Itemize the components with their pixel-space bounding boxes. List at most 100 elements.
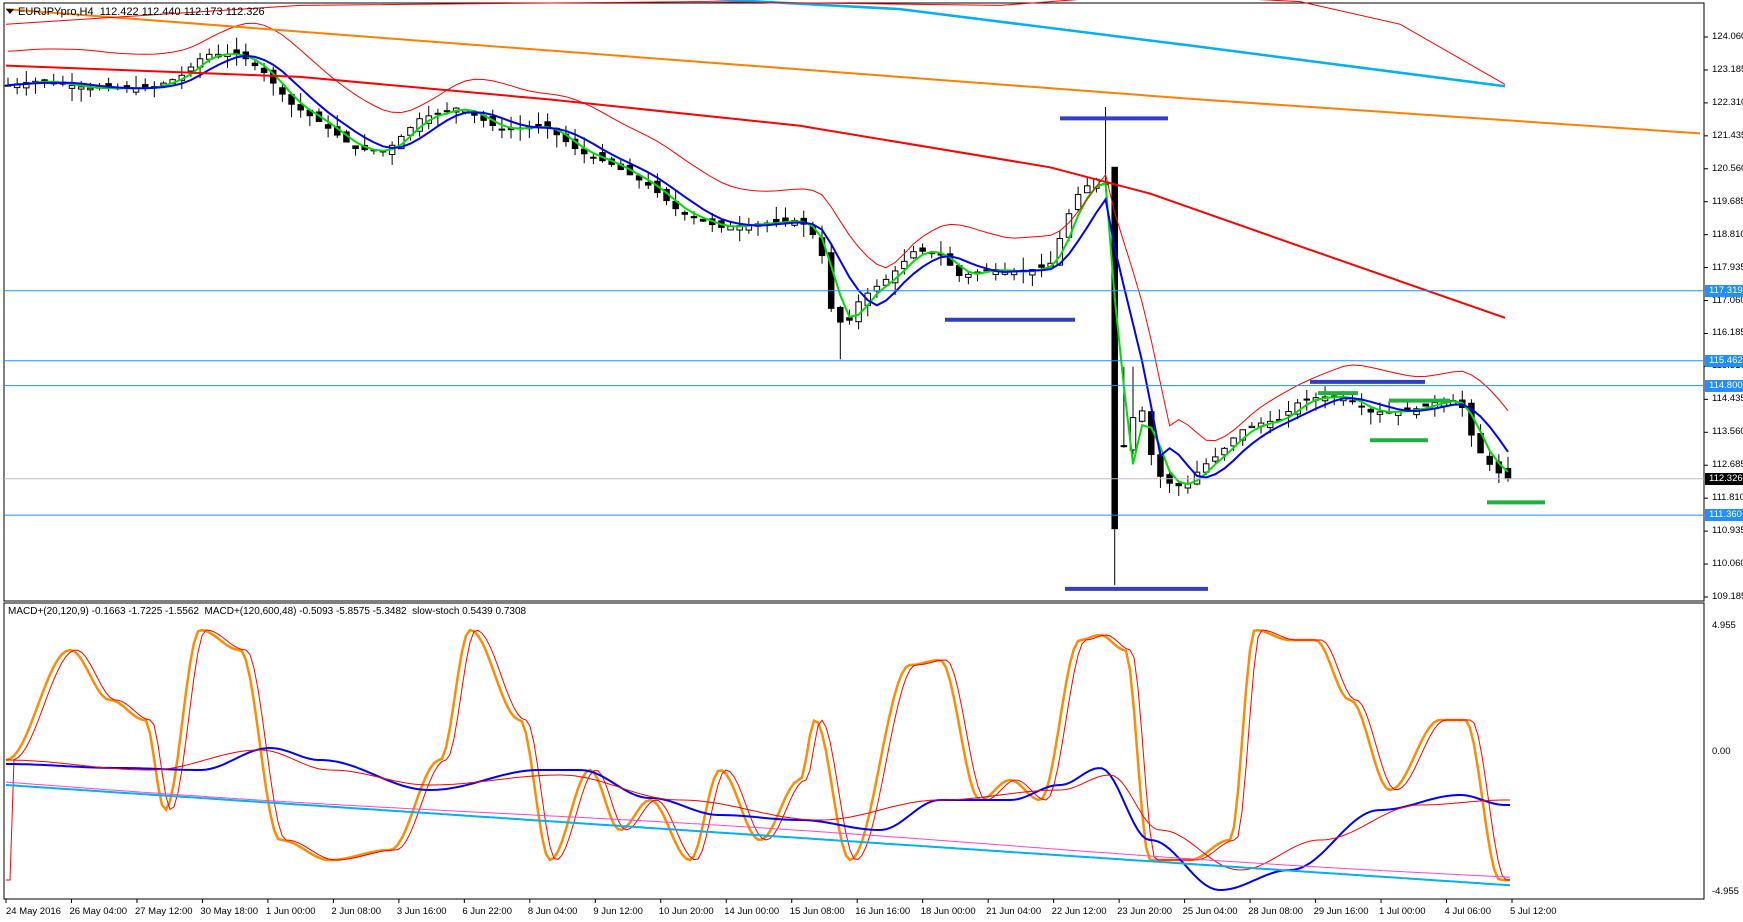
ma-blue-line <box>7 54 1509 479</box>
price-tick-label: 124.060 <box>1712 31 1743 42</box>
candle-body <box>1212 456 1219 462</box>
time-label: 28 Jun 08:00 <box>1248 906 1304 917</box>
price-tick-label: 119.685 <box>1712 195 1743 207</box>
candle-body <box>1175 483 1182 487</box>
candle-body <box>1367 408 1375 413</box>
candle-body <box>324 124 332 129</box>
candle-body <box>782 217 789 222</box>
time-label: 27 May 12:00 <box>134 906 193 917</box>
price-tick-label: 122.310 <box>1712 96 1743 108</box>
price-tick-label: 110.060 <box>1712 558 1743 570</box>
price-tick-label: 118.810 <box>1712 228 1743 240</box>
candle-body <box>773 218 780 223</box>
candle-body <box>681 212 689 215</box>
time-label: 6 Jun 22:00 <box>462 906 512 917</box>
price-marker-label: 112.326 <box>1705 472 1743 485</box>
candle-body <box>1138 410 1146 422</box>
indicator-info: MACD+(20,120,9) -0.1663 -1.7225 -1.5562 … <box>8 606 527 617</box>
time-label: 14 Jun 00:00 <box>724 906 780 917</box>
time-label: 21 Jun 04:00 <box>986 906 1042 917</box>
price-marker-label: 114.800 <box>1705 379 1743 392</box>
time-label: 23 Jun 20:00 <box>1117 906 1173 917</box>
dropdown-arrow-icon[interactable] <box>6 9 14 14</box>
candle-body <box>1111 166 1118 530</box>
indicator-tick-label: 4.955 <box>1712 620 1736 631</box>
candle-body <box>260 67 268 73</box>
ma-red-line <box>5 64 1506 319</box>
candle-body <box>1120 445 1128 448</box>
price-tick-label: 110.935 <box>1712 525 1743 537</box>
time-label: 3 Jun 16:00 <box>396 906 447 917</box>
candle-body <box>1038 264 1045 268</box>
candle-body <box>590 156 597 159</box>
price-tick-label: 116.185 <box>1712 327 1743 339</box>
candle-body <box>873 285 881 292</box>
ma-green-line <box>7 53 1509 486</box>
macd-fast-line <box>6 746 1510 892</box>
candle-body <box>1221 447 1228 456</box>
time-label: 26 May 04:00 <box>69 906 128 917</box>
candle-body <box>1074 193 1082 210</box>
candle-body <box>535 123 542 127</box>
price-tick-label: 121.435 <box>1712 129 1743 141</box>
price-tick-label: 112.685 <box>1712 459 1743 471</box>
price-tick-label: 111.810 <box>1712 492 1743 504</box>
candle-body <box>279 87 286 95</box>
candle-body <box>1029 269 1036 276</box>
candle-body <box>901 260 908 270</box>
candle-body <box>827 252 835 309</box>
time-label: 1 Jun 00:00 <box>265 906 316 917</box>
candle-body <box>1486 455 1493 465</box>
candle-body <box>846 317 853 321</box>
candle-body <box>1422 403 1429 407</box>
time-label: 2 Jun 08:00 <box>331 906 382 917</box>
candle-body <box>187 66 195 72</box>
time-label: 22 Jun 12:00 <box>1051 906 1107 917</box>
candle-body <box>910 251 917 259</box>
macd-slow-signal-line <box>5 781 1511 878</box>
ma-orange-line <box>5 8 1701 135</box>
candle-body <box>1157 454 1164 477</box>
indicator-tick-label: 0.00 <box>1712 746 1731 757</box>
candle-body <box>87 87 94 91</box>
time-label: 15 Jun 08:00 <box>789 906 845 917</box>
candle-body <box>498 128 506 131</box>
stochastic-signal-line <box>6 629 1510 881</box>
candle-body <box>1303 398 1311 401</box>
price-marker-label: 117.319 <box>1705 284 1743 297</box>
ma-cyan-line <box>706 0 1506 88</box>
candle-body <box>699 218 707 222</box>
candle-body <box>1349 400 1356 403</box>
time-label: 5 Jul 12:00 <box>1510 906 1557 917</box>
price-tick-label: 117.060 <box>1712 294 1743 306</box>
candle-body <box>68 84 76 89</box>
time-label: 25 Jun 04:00 <box>1182 906 1238 917</box>
candle-body <box>965 273 972 278</box>
candle-body <box>1376 411 1384 415</box>
candlesticks <box>4 37 1512 586</box>
time-label: 4 Jul 06:00 <box>1444 906 1491 917</box>
candle-body <box>77 86 85 90</box>
stochastic-main-line <box>5 628 1510 882</box>
macd-slow-line <box>5 784 1511 887</box>
candle-body <box>434 112 442 115</box>
candle-body <box>1230 437 1237 447</box>
time-label: 18 Jun 00:00 <box>920 906 976 917</box>
candle-body <box>1358 405 1365 408</box>
main-pane-border <box>3 2 1705 602</box>
time-label: 16 Jun 16:00 <box>855 906 911 917</box>
candle-body <box>297 104 304 111</box>
indicator-tick-label: -4.955 <box>1712 886 1739 897</box>
price-tick-label: 113.560 <box>1712 426 1743 438</box>
candle-body <box>1285 411 1292 416</box>
candle-body <box>645 181 652 186</box>
price-tick-label: 114.435 <box>1712 393 1743 405</box>
time-label: 30 May 18:00 <box>200 906 258 917</box>
price-marker-label: 111.360 <box>1705 509 1743 522</box>
time-label: 29 Jun 16:00 <box>1313 906 1369 917</box>
candle-body <box>1248 425 1256 429</box>
time-label: 9 Jun 12:00 <box>593 906 643 917</box>
price-tick-label: 123.185 <box>1712 63 1743 75</box>
